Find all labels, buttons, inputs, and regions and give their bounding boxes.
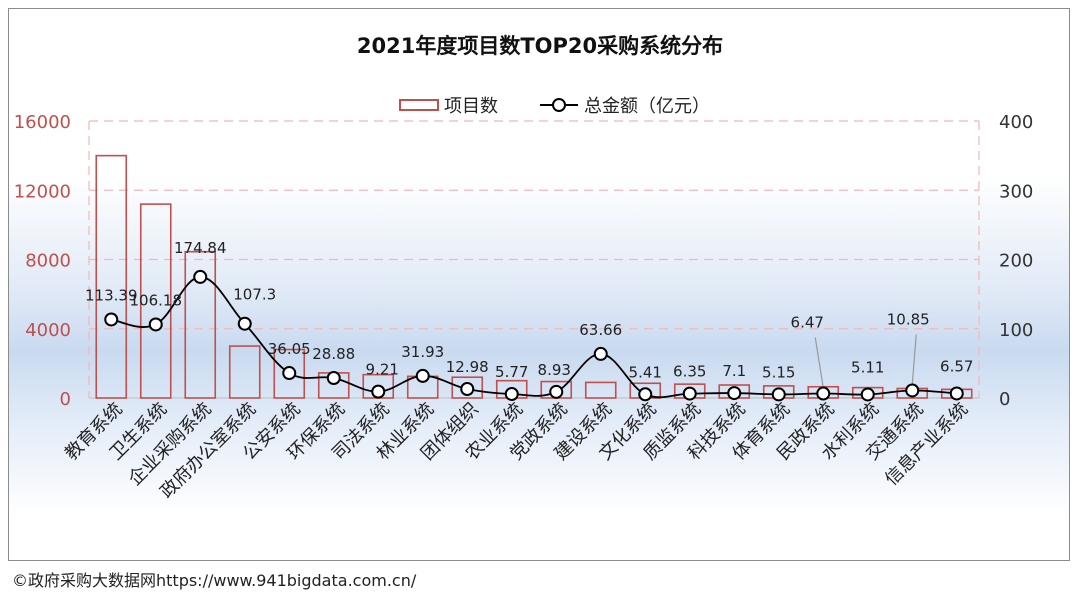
- line-point: [949, 386, 964, 401]
- point-value-label: 12.98: [446, 358, 489, 376]
- line-point: [816, 386, 831, 401]
- line-point: [638, 387, 653, 402]
- line-point: [549, 384, 564, 399]
- leader-line: [911, 334, 917, 385]
- line-point: [860, 387, 875, 402]
- legend-bar-swatch: [399, 99, 439, 111]
- line-point: [682, 386, 697, 401]
- line-point: [460, 382, 475, 397]
- line-point: [148, 317, 163, 332]
- y-left-tick-label: 12000: [14, 181, 71, 202]
- bar: [95, 154, 128, 399]
- point-value-label: 5.77: [495, 363, 528, 381]
- bar: [273, 348, 306, 399]
- point-value-label: 106.18: [130, 291, 183, 309]
- bar: [228, 345, 261, 399]
- gridlines: [88, 120, 980, 399]
- point-value-label: 6.47: [791, 314, 824, 332]
- point-value-label: 6.35: [673, 363, 706, 381]
- chart-svg: 2021年度项目数TOP20采购系统分布 项目数 总金额（亿元） 0400080…: [14, 34, 1034, 503]
- line-point: [771, 387, 786, 402]
- footer-credit: ©政府采购大数据网https://www.941bigdata.com.cn/: [12, 571, 417, 590]
- legend-line-label: 总金额（亿元）: [584, 96, 710, 117]
- y-right-tick-label: 200: [999, 251, 1033, 272]
- bar: [139, 203, 172, 399]
- point-value-label: 113.39: [85, 286, 138, 304]
- line-point: [104, 312, 119, 327]
- line-point: [727, 386, 742, 401]
- chart-title: 2021年度项目数TOP20采购系统分布: [357, 34, 723, 58]
- legend-bar-label: 项目数: [444, 96, 498, 117]
- leader-line: [814, 337, 824, 388]
- y-right-tick-label: 100: [999, 320, 1033, 341]
- line-point: [326, 371, 341, 386]
- point-value-label: 36.05: [268, 340, 311, 358]
- point-value-label: 28.88: [312, 345, 355, 363]
- line-point: [282, 366, 297, 381]
- point-value-label: 174.84: [174, 239, 227, 257]
- point-value-label: 63.66: [579, 321, 622, 339]
- legend-line-marker: [552, 98, 566, 112]
- chart-frame: 2021年度项目数TOP20采购系统分布 项目数 总金额（亿元） 0 4000 80…: [8, 8, 1070, 561]
- point-value-label: 7.1: [722, 362, 746, 380]
- point-value-label: 9.21: [366, 361, 399, 379]
- y-right-tick-label: 400: [999, 112, 1033, 133]
- y-right-tick-label: 0: [999, 389, 1010, 410]
- legend: 项目数 总金额（亿元）: [399, 96, 710, 117]
- y-left-tick-label: 16000: [14, 112, 71, 133]
- point-value-label: 107.3: [233, 286, 276, 304]
- y-left-tick-label: 0: [60, 389, 71, 410]
- leader-lines: [814, 334, 917, 388]
- y-right-tick-label: 300: [999, 181, 1033, 202]
- point-value-label: 31.93: [401, 343, 444, 361]
- bar: [451, 376, 484, 399]
- line-point: [504, 387, 519, 402]
- y-left-tick-label: 4000: [25, 320, 71, 341]
- line-point: [905, 383, 920, 398]
- y-axis-left: 0 4000 8000 12000 16000: [14, 112, 71, 410]
- bar: [584, 381, 617, 399]
- point-value-label: 6.57: [940, 357, 973, 375]
- y-left-tick-label: 8000: [25, 251, 71, 272]
- point-value-label: 5.15: [762, 363, 795, 381]
- line-point: [593, 346, 608, 361]
- line-point: [237, 316, 252, 331]
- line-point: [415, 368, 430, 383]
- point-value-label: 5.11: [851, 358, 884, 376]
- line-point: [371, 384, 386, 399]
- bars: [95, 154, 973, 399]
- point-value-label: 10.85: [887, 310, 930, 328]
- point-value-label: 5.41: [629, 363, 662, 381]
- point-value-label: 8.93: [538, 361, 571, 379]
- x-axis-labels: 教育系统卫生系统企业采购系统政府办公室系统公安系统环保系统司法系统林业系统团体组…: [61, 399, 972, 503]
- y-axis-right: 0 100 200 300 400: [999, 112, 1033, 410]
- line-point: [193, 269, 208, 284]
- line-series: [104, 269, 964, 402]
- bar: [184, 250, 217, 399]
